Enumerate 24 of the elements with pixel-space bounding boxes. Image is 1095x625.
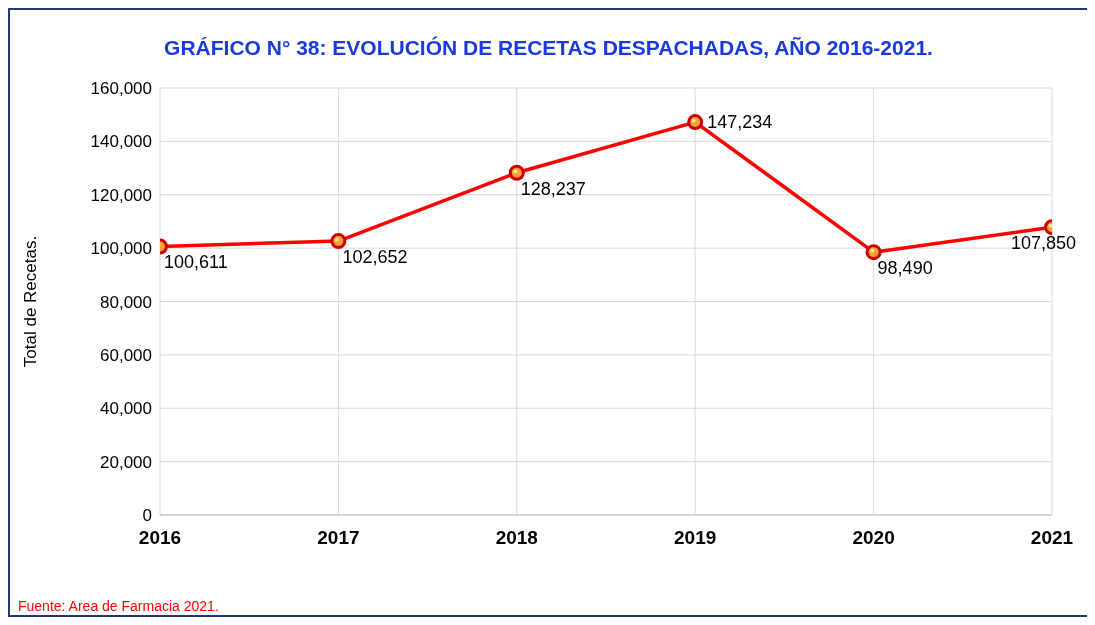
data-label: 98,490 (877, 258, 933, 279)
y-tick-label: 80,000 (100, 292, 152, 312)
data-label: 107,850 (1010, 233, 1076, 254)
x-tick-label: 2016 (138, 527, 182, 549)
y-axis-title: Total de Recetas. (21, 235, 41, 368)
y-tick-label: 160,000 (90, 79, 152, 99)
source-note: Fuente: Area de Farmacia 2021. (18, 598, 219, 614)
data-label: 100,611 (164, 252, 228, 273)
y-tick-label: 120,000 (90, 185, 152, 205)
chart-title: GRÁFICO N° 38: EVOLUCIÓN DE RECETAS DESPACHADAS, AÑO 2016-2021. (163, 36, 934, 60)
y-tick-label: 20,000 (100, 452, 152, 472)
x-tick-label: 2021 (1030, 527, 1074, 549)
x-tick-label: 2019 (674, 527, 717, 549)
data-label: 147,234 (707, 112, 773, 133)
y-tick-label: 140,000 (90, 132, 152, 152)
x-tick-label: 2018 (495, 527, 538, 549)
x-tick-label: 2017 (317, 527, 360, 549)
data-label: 128,237 (520, 178, 586, 199)
x-tick-label: 2020 (852, 527, 895, 549)
y-tick-label: 100,000 (90, 239, 152, 259)
y-tick-label: 60,000 (100, 345, 152, 365)
y-tick-label: 40,000 (100, 399, 152, 419)
data-label: 102,652 (342, 247, 408, 268)
y-tick-label: 0 (142, 506, 152, 526)
